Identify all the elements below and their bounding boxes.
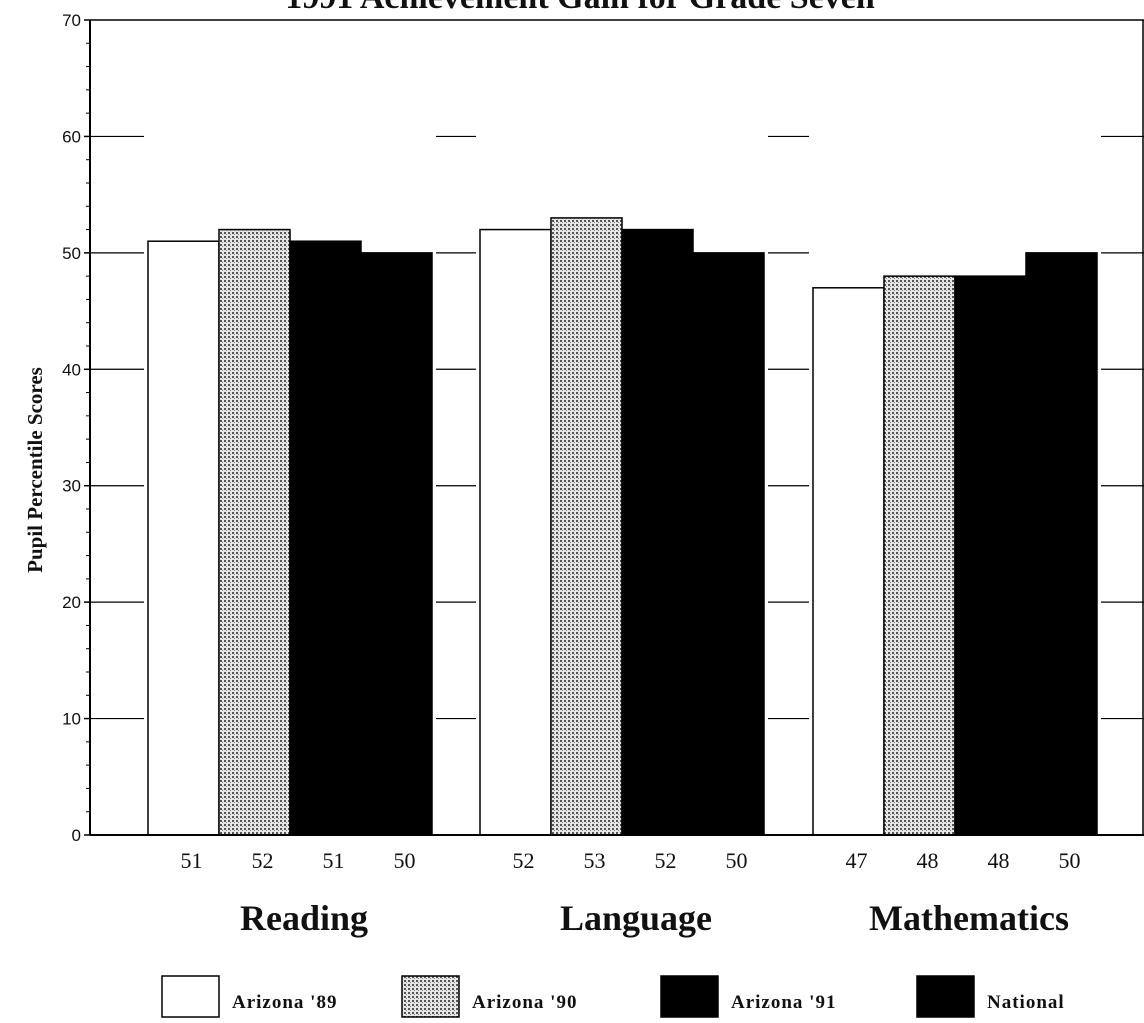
bar [480,230,551,835]
bars [144,22,1101,835]
value-label: 51 [181,848,203,873]
bar [884,276,955,835]
legend-swatch [661,976,718,1017]
value-label: 53 [584,848,606,873]
bar [290,241,361,835]
value-label: 47 [846,848,868,873]
y-tick-label: 70 [62,11,81,30]
y-tick-label: 50 [62,244,81,263]
legend-label: National [987,992,1065,1013]
category-label: Language [560,898,712,938]
category-label: Reading [240,898,368,938]
value-label: 50 [1059,848,1081,873]
value-label: 52 [655,848,677,873]
value-label: 48 [988,848,1010,873]
legend: Arizona '89 Arizona '90 Arizona '91 Nationa… [162,976,1065,1017]
y-tick-label: 30 [62,477,81,496]
y-tick-label: 10 [62,710,81,729]
category-label: Mathematics [869,898,1069,938]
value-label: 50 [394,848,416,873]
legend-swatch [162,976,219,1017]
bar [219,230,290,835]
bar [361,253,432,835]
legend-label: Arizona '89 [232,992,337,1013]
bar [813,288,884,835]
bar [551,218,622,835]
value-label: 50 [726,848,748,873]
value-label: 48 [917,848,939,873]
y-tick-label: 60 [62,127,81,146]
value-label: 51 [323,848,345,873]
legend-label: Arizona '91 [731,992,836,1013]
category-labels: Reading Language Mathematics [240,898,1069,938]
legend-swatch [402,976,459,1017]
y-tick-label: 0 [72,826,81,845]
bar [148,241,219,835]
y-tick-label: 20 [62,593,81,612]
bar [1026,253,1097,835]
y-tick-label: 40 [62,360,81,379]
value-label: 52 [252,848,274,873]
y-axis-label: Pupil Percentile Scores [23,367,47,573]
value-labels: 51 52 51 50 52 53 52 50 47 48 48 50 [181,848,1081,873]
legend-swatch [917,976,974,1017]
value-label: 52 [513,848,535,873]
bar [955,276,1026,835]
chart-title: 1991 Achievement Gain for Grade Seven [285,0,875,16]
legend-label: Arizona '90 [472,992,577,1013]
bar [622,230,693,835]
bar [693,253,764,835]
